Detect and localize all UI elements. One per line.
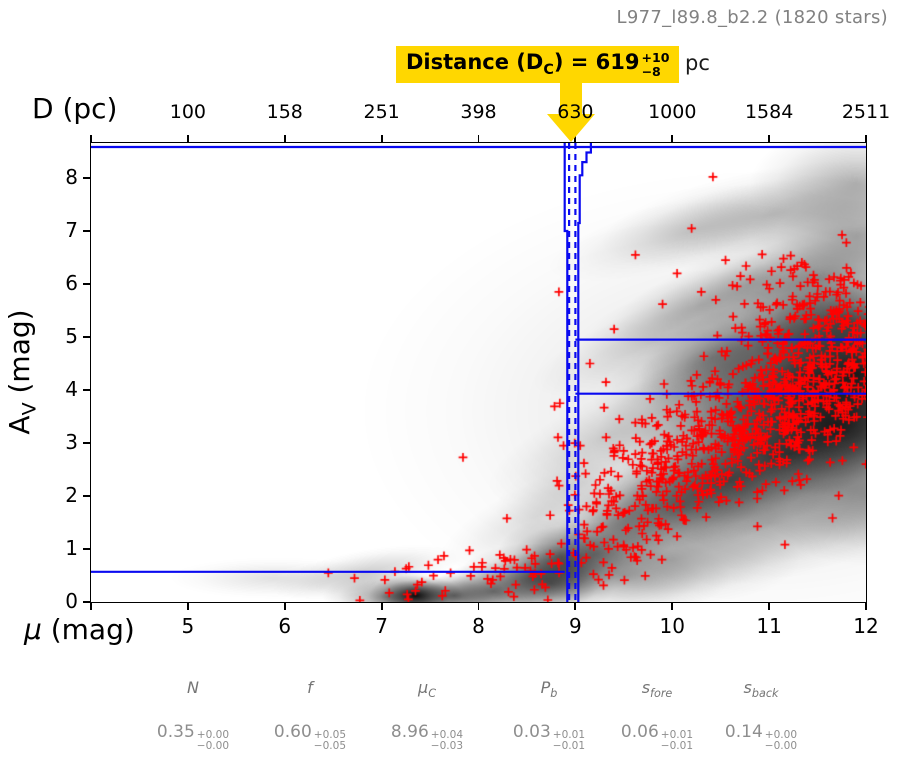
left-axis-tick-label: 1 [65,535,78,560]
left-axis-tick [83,177,91,179]
left-axis-tick-label: 0 [65,589,78,613]
bottom-axis-tick-label: 6 [278,614,292,638]
left-axis-tick-label: 8 [65,164,78,189]
annotation-unit: pc [685,51,710,75]
top-axis-tick-label: 1584 [744,101,794,123]
bottom-axis-tick-label: 12 [853,614,879,638]
left-axis-tick [83,389,91,391]
top-axis-tick-label: 1000 [648,101,697,123]
left-axis-tick-label: 3 [65,429,78,454]
annotation-arrow-icon [547,82,595,142]
top-axis-tick [865,135,867,143]
parameter-value: 0.14 +0.00 −0.00 [724,722,798,753]
top-axis-title: D (pc) [32,92,118,125]
left-axis-tick-label: 4 [65,376,78,401]
bottom-axis-tick [574,602,577,610]
top-axis-tick-label: 158 [266,101,303,123]
annotation-errors: +10 −8 [641,50,670,79]
distance-annotation: Distance (DC) = 619 +10 −8 [396,46,679,83]
bottom-axis-tick [380,602,383,610]
top-axis-tick [90,135,92,143]
top-axis-tick [574,135,577,143]
plot-frame [90,142,867,603]
parameter: μC 8.96 +0.04 −0.03 [352,678,502,752]
top-axis-tick-label: 100 [169,101,206,123]
left-axis-tick-label: 6 [65,270,78,295]
bottom-axis-tick-label: 5 [181,614,195,638]
bottom-axis-tick-label: 9 [569,614,582,638]
annotation-text: Distance (DC) = 619 [406,50,640,79]
left-axis-tick [83,230,91,232]
parameter-value: 0.35 +0.00 −0.00 [156,722,230,753]
top-axis-tick [186,135,189,143]
left-axis-tick [83,336,91,338]
bottom-axis-tick [477,602,480,610]
top-axis-tick-label: 2511 [841,101,891,123]
left-axis-tick-label: 5 [65,323,78,348]
model-lines-svg [91,143,866,602]
bottom-axis-tick [768,602,771,610]
parameter: N 0.35 +0.00 −0.00 [118,678,268,752]
bottom-axis-title: μ (mag) [24,613,135,646]
scatter-canvas [91,143,866,602]
model-line-solid [577,143,592,602]
parameter-name: f [307,678,313,697]
bottom-axis-tick [283,602,286,610]
bottom-axis-tick [671,602,674,610]
parameter-name: μC [418,678,436,701]
bottom-axis-tick-label: 7 [375,614,388,638]
parameter-name: Pb [540,678,558,701]
left-axis-tick [83,442,91,444]
parameter-name: sfore [641,678,673,701]
left-axis-tick [83,601,91,603]
left-axis-tick [83,495,91,497]
top-axis-tick [768,135,771,143]
top-axis-tick-label: 398 [460,101,497,123]
parameter-value: 0.60 +0.05 −0.05 [273,722,347,753]
parameter-value: 0.06 +0.01 −0.01 [620,722,694,753]
figure-title: L977_l89.8_b2.2 (1820 stars) [616,7,888,28]
parameter: sback 0.14 +0.00 −0.00 [686,678,836,752]
left-axis-tick-label: 2 [65,482,78,507]
top-axis-tick [671,135,674,143]
left-axis-title: AV (mag) [3,309,41,435]
parameter-value: 0.03 +0.01 −0.01 [512,722,586,753]
parameter-value: 8.96 +0.04 −0.03 [390,722,464,753]
top-axis-tick [283,135,286,143]
top-axis-tick [477,135,480,143]
parameter-name: sback [743,678,779,701]
top-axis-tick-label: 251 [363,101,400,123]
parameter: sfore 0.06 +0.01 −0.01 [582,678,732,752]
bottom-axis-tick [90,602,92,610]
bottom-axis-tick-label: 11 [756,614,782,638]
bottom-axis-tick-label: 10 [659,614,685,638]
parameter-name: N [187,678,199,697]
left-axis-tick-label: 7 [65,217,78,242]
bottom-axis-tick [865,602,867,610]
top-axis-tick-label: 630 [557,101,594,123]
top-axis-tick [380,135,383,143]
bottom-axis-tick [186,602,189,610]
parameter: Pb 0.03 +0.01 −0.01 [474,678,624,752]
left-axis-tick [83,548,91,550]
parameter: f 0.60 +0.05 −0.05 [235,678,385,752]
bottom-axis-tick-label: 8 [472,614,485,638]
model-line-solid [563,143,569,602]
left-axis-tick [83,283,91,285]
